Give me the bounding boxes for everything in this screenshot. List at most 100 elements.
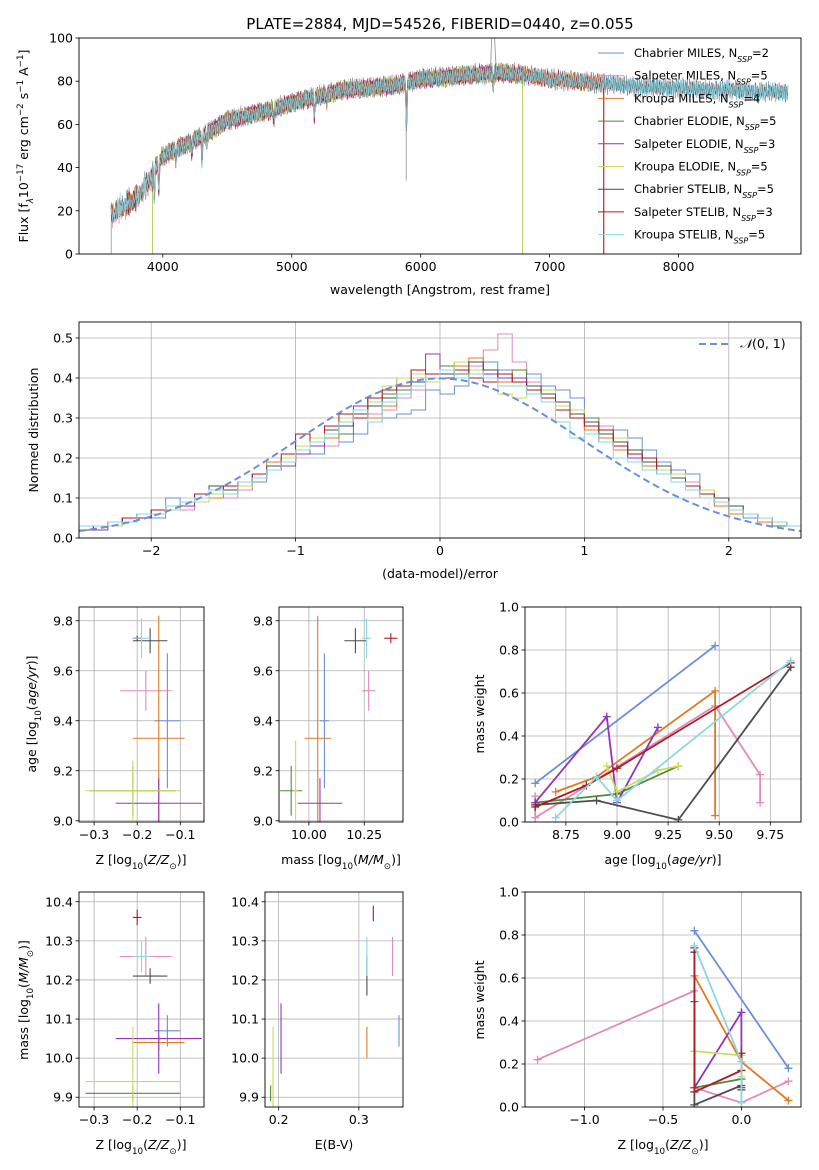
y-tick-label: 0.4 <box>499 729 519 744</box>
y-tick-label: 0.8 <box>499 643 519 658</box>
mass_vs_ebv-frame <box>264 891 404 1108</box>
x-tick-label: 6000 <box>405 259 437 274</box>
x-tick-label: 9.00 <box>603 827 631 842</box>
x-tick-label: 8000 <box>663 259 695 274</box>
kroupa_miles-weight-marker <box>711 686 720 695</box>
residuals-ticks <box>75 337 730 542</box>
kroupa_stelib-weight-line <box>555 660 792 819</box>
spectrum-panel: 4000 5000 6000 7000 8000 0 20 40 60 80 100 Chabrier… <box>16 31 802 297</box>
salpeter_miles-weight-marker <box>756 770 765 779</box>
kroupa_stelib-weight-marker <box>786 656 795 665</box>
kroupa_elodie-weight-marker <box>674 762 683 771</box>
weight_vs_Z-plot-area <box>533 926 793 1107</box>
y-tick-label: 0.4 <box>53 371 73 386</box>
mass_vs_Z-grid <box>79 892 204 1107</box>
x-tick-label: 9.25 <box>654 827 682 842</box>
x-tick-label: −0.1 <box>165 1112 195 1127</box>
salpeter_miles-weight-marker <box>533 1055 542 1064</box>
residuals-frame <box>78 321 802 539</box>
x-tick-label: 7000 <box>534 259 566 274</box>
x-tick-label: −1.0 <box>569 1112 599 1127</box>
spectrum-x-axis-label: wavelength [Angstrom, rest frame] <box>330 282 550 297</box>
residuals-y-axis-label: Normed distribution <box>26 368 41 493</box>
y-tick-label: 1.0 <box>499 600 519 615</box>
salpeter_stelib-weight-marker <box>690 1087 699 1096</box>
legend-label-kroupa_miles: Kroupa MILES, NSSP=4 <box>634 91 760 109</box>
chabrier_stelib-weight-marker <box>690 1100 699 1107</box>
y-tick-label: 1.0 <box>499 885 519 900</box>
salpeter_miles-weight-marker <box>531 813 540 822</box>
salpeter_miles-weight-marker <box>756 798 765 807</box>
salpeter_stelib-weight-marker <box>613 764 621 773</box>
mass-vs-z-x-axis-label: Z [log10(Z/Z⊙)] <box>96 1137 187 1157</box>
x-tick-label: 1 <box>580 543 588 558</box>
y-tick-label: 0.8 <box>499 928 519 943</box>
mass-vs-ebv-x-axis-label: E(B-V) <box>315 1137 354 1152</box>
y-tick-label: 9.9 <box>239 1090 259 1105</box>
salpeter_miles-weight-marker <box>784 1077 793 1086</box>
weight_vs_age-ticks <box>521 606 771 826</box>
y-tick-label: 9.9 <box>53 1090 73 1105</box>
kroupa_miles-weight-marker <box>711 811 720 820</box>
y-tick-label: 10.0 <box>45 1051 73 1066</box>
y-tick-label: 9.6 <box>53 663 73 678</box>
x-tick-label: 4000 <box>147 259 179 274</box>
y-tick-label: 10.2 <box>231 972 259 987</box>
weight_vs_age-panel: 8.75 9.00 9.25 9.50 9.75 0.0 0.2 0.4 0.6 0.8 1.0 ag… <box>472 600 802 872</box>
x-tick-label: −0.3 <box>79 827 109 842</box>
age_vs_mass-grid <box>279 607 403 822</box>
age_vs_mass-ticks <box>275 620 365 826</box>
weight_vs_Z-grid <box>525 891 801 1108</box>
age_vs_mass-panel: 10.00 10.25 9.0 9.2 9.4 9.6 9.8 mass [log10(M/M… <box>253 606 404 872</box>
mass_vs_ebv-panel: 0.2 0.3 9.9 10.0 10.1 10.2 10.3 10.4 E(B-V) <box>231 891 404 1152</box>
age_vs_Z-ticks <box>75 620 181 826</box>
x-tick-label: −2 <box>142 543 160 558</box>
x-tick-label: 8.75 <box>552 827 580 842</box>
age-vs-mass-x-axis-label: mass [log10(M/M⊙)] <box>281 852 401 872</box>
chabrier_miles-weight-line <box>693 930 790 1069</box>
weight_vs_age-plot-area <box>531 641 795 822</box>
chabrier_miles-weight-marker <box>690 926 699 935</box>
x-tick-label: −0.2 <box>122 827 152 842</box>
weight_vs_Z-panel: −1.0 −0.5 0.0 0.0 0.2 0.4 0.6 0.8 1.0 Z [log10(Z/… <box>472 885 802 1157</box>
spectrum-y-axis-label: Flux [fλ10−17 erg cm−2 s−1 A−1] <box>16 50 36 243</box>
y-tick-label: 0 <box>65 247 73 262</box>
age_vs_Z-frame <box>78 606 205 823</box>
y-tick-label: 0.4 <box>499 1014 519 1029</box>
y-tick-label: 10.4 <box>45 894 73 909</box>
y-tick-label: 80 <box>57 74 73 89</box>
y-tick-label: 0.3 <box>53 411 73 426</box>
x-tick-label: 10.25 <box>346 827 382 842</box>
residuals-plot-area <box>79 333 801 538</box>
chabrier_stelib-weight-marker <box>592 796 601 805</box>
residuals-panel: −2 −1 0 1 2 0.0 0.1 0.2 0.3 0.4 0.5 𝒩(0, 1) (data-mo… <box>26 321 802 581</box>
salpeter_elodie-weight-marker <box>602 712 611 721</box>
legend-label-salpeter_miles: Salpeter MILES, NSSP=5 <box>634 69 768 87</box>
weight-vs-age-y-axis-label: mass weight <box>472 674 487 753</box>
weight_vs_age-frame <box>524 606 802 823</box>
y-tick-label: 10.1 <box>231 1012 259 1027</box>
weight_vs_Z-ticks <box>521 891 742 1111</box>
y-tick-label: 9.8 <box>253 613 273 628</box>
chabrier_miles-weight-marker <box>531 779 540 788</box>
kroupa_miles-weight-line <box>555 689 716 816</box>
residuals-x-axis-label: (data-model)/error <box>382 566 499 581</box>
kroupa_elodie-weight-line <box>605 765 679 794</box>
kroupa_stelib-weight-marker <box>737 1057 746 1066</box>
spectrum-frame <box>78 37 802 255</box>
mass_vs_ebv-ticks <box>261 901 360 1111</box>
kroupa_stelib-weight-marker <box>551 813 560 822</box>
salpeter_elodie-weight-marker <box>653 723 662 732</box>
y-tick-label: 9.2 <box>53 763 73 778</box>
y-tick-label: 9.0 <box>253 813 273 828</box>
y-tick-label: 0.1 <box>53 491 73 506</box>
mass_vs_ebv-plot-area <box>270 905 400 1107</box>
y-tick-label: 0.0 <box>53 531 73 546</box>
y-tick-label: 0.0 <box>499 815 519 830</box>
legend-label-gaussian: 𝒩(0, 1) <box>740 336 786 351</box>
y-tick-label: 0.6 <box>499 971 519 986</box>
gaussian-curve <box>79 377 801 532</box>
y-tick-label: 9.0 <box>53 813 73 828</box>
legend-label-salpeter_stelib: Salpeter STELIB, NSSP=3 <box>634 205 773 223</box>
mass_vs_ebv-grid <box>265 892 403 1107</box>
